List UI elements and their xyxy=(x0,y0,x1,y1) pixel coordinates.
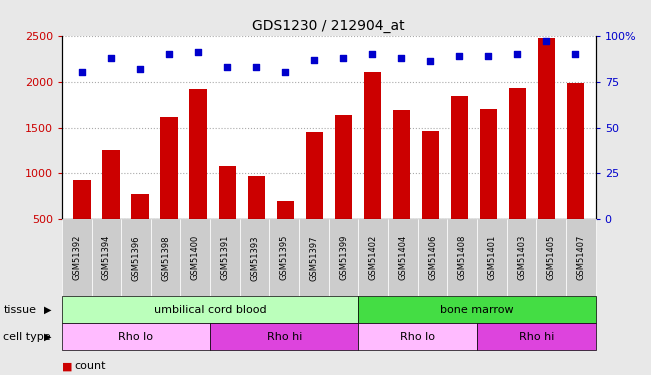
Bar xyxy=(247,176,265,266)
Point xyxy=(541,38,551,44)
Text: GSM51396: GSM51396 xyxy=(132,235,141,280)
Text: GSM51406: GSM51406 xyxy=(428,235,437,280)
Bar xyxy=(480,109,497,266)
Point xyxy=(77,69,87,75)
Bar xyxy=(450,96,468,266)
Text: GSM51401: GSM51401 xyxy=(488,235,496,280)
Point xyxy=(454,53,465,59)
Text: Rho lo: Rho lo xyxy=(400,332,436,342)
Point xyxy=(251,64,262,70)
Text: GSM51393: GSM51393 xyxy=(250,235,259,280)
Text: tissue: tissue xyxy=(3,305,36,315)
Text: GSM51403: GSM51403 xyxy=(517,235,526,280)
Bar xyxy=(189,89,207,266)
Text: GSM51394: GSM51394 xyxy=(102,235,111,280)
Bar xyxy=(335,115,352,266)
Text: ▶: ▶ xyxy=(44,332,52,342)
Bar xyxy=(566,83,584,266)
Point xyxy=(280,69,290,75)
Bar xyxy=(422,131,439,266)
Bar xyxy=(161,117,178,266)
Point xyxy=(570,51,581,57)
Text: GSM51400: GSM51400 xyxy=(191,235,200,280)
Bar xyxy=(102,150,120,266)
Bar xyxy=(277,201,294,266)
Text: GSM51392: GSM51392 xyxy=(72,235,81,280)
Text: cell type: cell type xyxy=(3,332,51,342)
Text: Rho hi: Rho hi xyxy=(266,332,302,342)
Point xyxy=(164,51,174,57)
Text: GSM51398: GSM51398 xyxy=(161,235,170,280)
Point xyxy=(425,58,436,64)
Point xyxy=(309,57,320,63)
Bar xyxy=(538,38,555,266)
Text: count: count xyxy=(75,362,106,371)
Text: GSM51407: GSM51407 xyxy=(576,235,585,280)
Point xyxy=(483,53,493,59)
Point xyxy=(338,55,348,61)
Point xyxy=(512,51,523,57)
Bar xyxy=(305,132,323,266)
Text: GSM51395: GSM51395 xyxy=(280,235,289,280)
Text: GSM51405: GSM51405 xyxy=(547,235,556,280)
Title: GDS1230 / 212904_at: GDS1230 / 212904_at xyxy=(253,19,405,33)
Text: umbilical cord blood: umbilical cord blood xyxy=(154,305,266,315)
Bar xyxy=(132,194,149,266)
Text: bone marrow: bone marrow xyxy=(440,305,514,315)
Point xyxy=(367,51,378,57)
Text: ▶: ▶ xyxy=(44,305,52,315)
Bar xyxy=(508,88,526,266)
Text: GSM51397: GSM51397 xyxy=(309,235,318,280)
Bar xyxy=(219,166,236,266)
Point xyxy=(193,49,203,55)
Bar xyxy=(393,110,410,266)
Point xyxy=(106,55,117,61)
Bar xyxy=(363,72,381,266)
Text: GSM51391: GSM51391 xyxy=(221,235,229,280)
Text: Rho lo: Rho lo xyxy=(118,332,154,342)
Text: Rho hi: Rho hi xyxy=(519,332,554,342)
Point xyxy=(396,55,406,61)
Point xyxy=(222,64,232,70)
Text: GSM51402: GSM51402 xyxy=(368,235,378,280)
Bar xyxy=(74,180,91,266)
Text: GSM51408: GSM51408 xyxy=(458,235,467,280)
Text: GSM51404: GSM51404 xyxy=(398,235,408,280)
Text: ■: ■ xyxy=(62,362,72,371)
Text: GSM51399: GSM51399 xyxy=(339,235,348,280)
Point xyxy=(135,66,145,72)
